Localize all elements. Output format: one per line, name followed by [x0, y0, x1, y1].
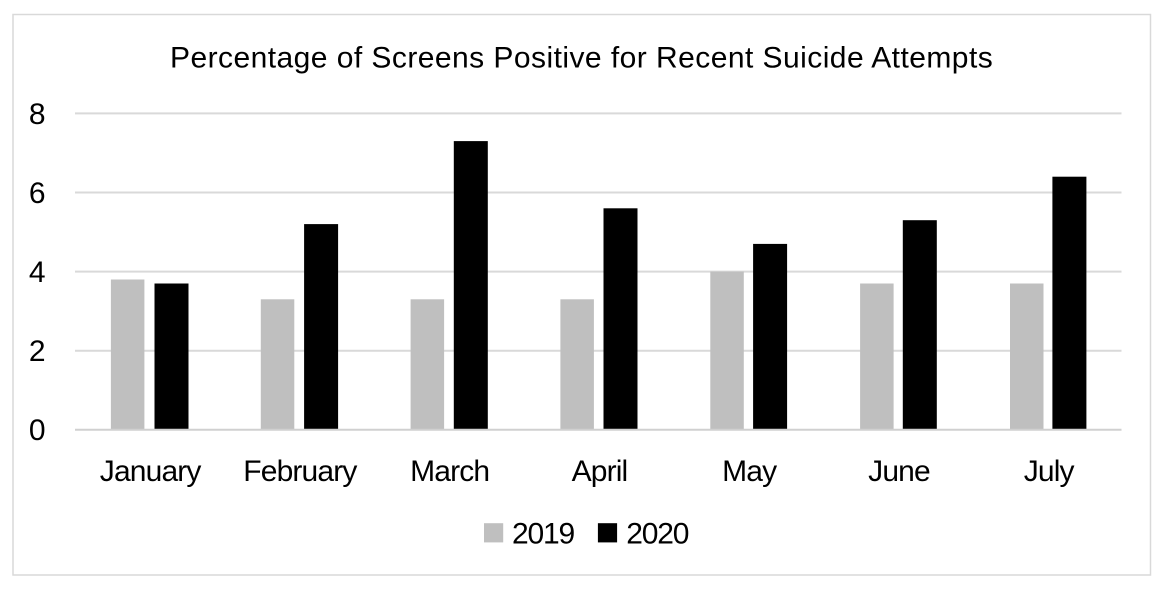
svg-text:2020: 2020 [626, 518, 688, 551]
svg-text:February: February [243, 455, 357, 488]
svg-text:Percentage of Screens Positive: Percentage of Screens Positive for Recen… [170, 42, 993, 75]
svg-text:4: 4 [29, 256, 46, 289]
svg-text:8: 8 [29, 98, 46, 131]
svg-text:July: July [1024, 455, 1075, 488]
svg-text:May: May [722, 455, 777, 488]
svg-text:2: 2 [29, 335, 46, 368]
svg-text:6: 6 [29, 177, 46, 210]
svg-text:March: March [410, 455, 489, 488]
svg-text:June: June [868, 455, 930, 488]
svg-text:0: 0 [29, 414, 46, 447]
svg-text:2019: 2019 [512, 518, 574, 551]
svg-text:April: April [572, 455, 628, 488]
svg-text:January: January [100, 455, 202, 488]
